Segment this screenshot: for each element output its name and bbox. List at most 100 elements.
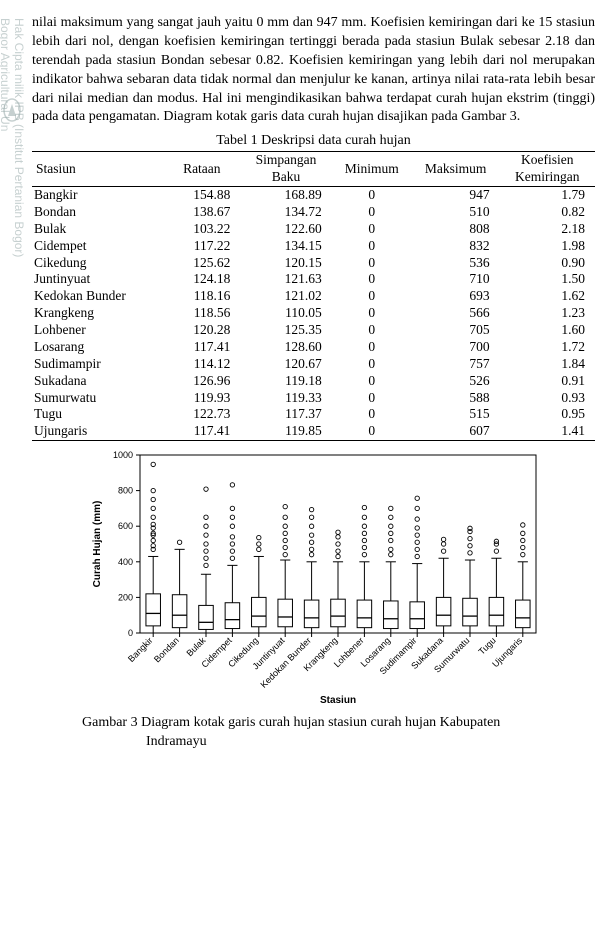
cell-koef: 1.60 — [500, 322, 595, 339]
cell-sb: 119.85 — [240, 423, 331, 440]
cell-stasiun: Bulak — [32, 221, 163, 238]
table-caption: Tabel 1 Deskripsi data curah hujan — [32, 133, 595, 149]
cell-rataan: 124.18 — [163, 271, 240, 288]
cell-rataan: 154.88 — [163, 187, 240, 204]
cell-min: 0 — [332, 423, 412, 440]
table-row: Bangkir154.88168.8909471.79 — [32, 187, 595, 204]
cell-rataan: 114.12 — [163, 356, 240, 373]
cell-sb: 120.15 — [240, 255, 331, 272]
table-row: Krangkeng118.56110.0505661.23 — [32, 305, 595, 322]
cell-rataan: 126.96 — [163, 373, 240, 390]
cell-stasiun: Bondan — [32, 204, 163, 221]
cell-koef: 0.82 — [500, 204, 595, 221]
cell-rataan: 118.16 — [163, 288, 240, 305]
cell-max: 566 — [412, 305, 500, 322]
cell-max: 588 — [412, 390, 500, 407]
cell-rataan: 117.22 — [163, 238, 240, 255]
cell-sb: 119.18 — [240, 373, 331, 390]
svg-text:Stasiun: Stasiun — [319, 695, 355, 706]
cell-min: 0 — [332, 221, 412, 238]
cell-stasiun: Juntinyuat — [32, 271, 163, 288]
cell-sb: 168.89 — [240, 187, 331, 204]
cell-max: 536 — [412, 255, 500, 272]
cell-max: 510 — [412, 204, 500, 221]
cell-sb: 121.63 — [240, 271, 331, 288]
cell-min: 0 — [332, 288, 412, 305]
cell-koef: 2.18 — [500, 221, 595, 238]
cell-rataan: 117.41 — [163, 339, 240, 356]
cell-stasiun: Bangkir — [32, 187, 163, 204]
svg-text:0: 0 — [127, 628, 132, 638]
table-row: Losarang117.41128.6007001.72 — [32, 339, 595, 356]
svg-text:Bangkir: Bangkir — [125, 636, 154, 665]
cell-rataan: 119.93 — [163, 390, 240, 407]
cell-rataan: 103.22 — [163, 221, 240, 238]
cell-min: 0 — [332, 322, 412, 339]
table-row: Lohbener120.28125.3507051.60 — [32, 322, 595, 339]
cell-koef: 0.91 — [500, 373, 595, 390]
svg-text:400: 400 — [117, 557, 132, 567]
cell-koef: 0.95 — [500, 406, 595, 423]
cell-stasiun: Sumurwatu — [32, 390, 163, 407]
svg-text:Curah Hujan (mm): Curah Hujan (mm) — [92, 501, 103, 588]
th-koef: Koefisien Kemiringan — [500, 152, 595, 187]
cell-stasiun: Losarang — [32, 339, 163, 356]
cell-min: 0 — [332, 187, 412, 204]
cell-sb: 134.15 — [240, 238, 331, 255]
cell-min: 0 — [332, 406, 412, 423]
cell-min: 0 — [332, 356, 412, 373]
table-row: Sumurwatu119.93119.3305880.93 — [32, 390, 595, 407]
svg-text:1000: 1000 — [112, 450, 132, 460]
cell-stasiun: Ujungaris — [32, 423, 163, 440]
cell-min: 0 — [332, 390, 412, 407]
cell-max: 947 — [412, 187, 500, 204]
cell-koef: 1.62 — [500, 288, 595, 305]
cell-max: 757 — [412, 356, 500, 373]
cell-rataan: 120.28 — [163, 322, 240, 339]
svg-text:Bondan: Bondan — [152, 636, 181, 665]
cell-stasiun: Cidempet — [32, 238, 163, 255]
cell-max: 832 — [412, 238, 500, 255]
table-row: Kedokan Bunder118.16121.0206931.62 — [32, 288, 595, 305]
table-row: Tugu122.73117.3705150.95 — [32, 406, 595, 423]
svg-text:600: 600 — [117, 521, 132, 531]
th-sb: Simpangan Baku — [240, 152, 331, 187]
cell-koef: 1.84 — [500, 356, 595, 373]
cell-min: 0 — [332, 238, 412, 255]
cell-koef: 0.90 — [500, 255, 595, 272]
cell-sb: 121.02 — [240, 288, 331, 305]
cell-max: 693 — [412, 288, 500, 305]
cell-min: 0 — [332, 339, 412, 356]
th-rataan: Rataan — [163, 152, 240, 187]
cell-max: 700 — [412, 339, 500, 356]
cell-max: 705 — [412, 322, 500, 339]
cell-stasiun: Sukadana — [32, 373, 163, 390]
cell-rataan: 117.41 — [163, 423, 240, 440]
cell-max: 607 — [412, 423, 500, 440]
cell-max: 526 — [412, 373, 500, 390]
svg-text:200: 200 — [117, 593, 132, 603]
th-stasiun: Stasiun — [32, 152, 163, 187]
cell-min: 0 — [332, 373, 412, 390]
cell-sb: 122.60 — [240, 221, 331, 238]
cell-koef: 1.41 — [500, 423, 595, 440]
table-row: Juntinyuat124.18121.6307101.50 — [32, 271, 595, 288]
cell-min: 0 — [332, 255, 412, 272]
cell-koef: 1.50 — [500, 271, 595, 288]
cell-sb: 125.35 — [240, 322, 331, 339]
data-table: Stasiun Rataan Simpangan Baku Minimum Ma… — [32, 151, 595, 441]
figure-boxplot: 02004006008001000Curah Hujan (mm)Bangkir… — [32, 447, 595, 712]
cell-rataan: 138.67 — [163, 204, 240, 221]
cell-sb: 117.37 — [240, 406, 331, 423]
table-row: Sudimampir114.12120.6707571.84 — [32, 356, 595, 373]
figure-caption-l2: Indramayu — [82, 734, 207, 749]
figure-caption-l1: Gambar 3 Diagram kotak garis curah hujan… — [82, 715, 500, 730]
cell-koef: 1.72 — [500, 339, 595, 356]
table-row: Sukadana126.96119.1805260.91 — [32, 373, 595, 390]
table-row: Bulak103.22122.6008082.18 — [32, 221, 595, 238]
cell-min: 0 — [332, 204, 412, 221]
table-row: Bondan138.67134.7205100.82 — [32, 204, 595, 221]
cell-stasiun: Tugu — [32, 406, 163, 423]
cell-max: 515 — [412, 406, 500, 423]
cell-rataan: 118.56 — [163, 305, 240, 322]
